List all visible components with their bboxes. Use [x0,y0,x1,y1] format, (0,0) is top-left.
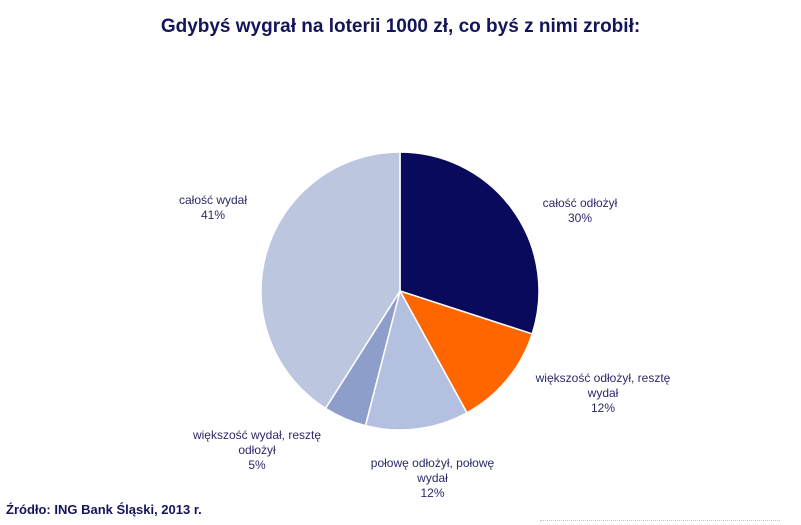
pie-slice-calosc-wydal [260,151,401,410]
slice-label-text: połowę odłożył, połowę [370,456,495,470]
slice-label-text: odłożył [238,443,276,457]
slice-label-value: 41% [200,208,226,222]
slice-label-text: całość wydał [178,193,248,207]
slice-label-wiekszosc-odlozyl: większość odłożył, resztę wydał 12% [518,371,688,416]
slice-label-wiekszosc-wydal: większość wydał, resztę odłożył 5% [172,428,342,473]
footer-divider [540,520,780,522]
pie-slice-wiekszosc-odlozyl [398,289,534,414]
slice-label-value: 12% [590,401,616,415]
pie-slice-polowe [364,288,468,431]
slice-label-value: 5% [248,458,266,472]
slice-label-value: 30% [567,211,593,225]
slice-label-text: większość odłożył, resztę [535,371,671,385]
slice-label-polowe: połowę odłożył, połowę wydał 12% [350,456,515,501]
source-note: Źródło: ING Bank Śląski, 2013 r. [6,502,202,517]
slice-label-text: większość wydał, resztę [192,428,322,442]
slice-label-text: całość odłożył [542,196,618,210]
chart-title: Gdybyś wygrał na loterii 1000 zł, co byś… [160,16,641,37]
slice-label-text: wydał [587,386,619,400]
slice-label-value: 12% [420,486,445,500]
pie-slice-calosc-odlozyl [399,151,540,335]
slice-label-calosc-wydal: całość wydał 41% [158,193,268,223]
slice-label-calosc-odlozyl: całość odłożył 30% [520,196,640,226]
slice-label-text: wydał [417,471,448,485]
